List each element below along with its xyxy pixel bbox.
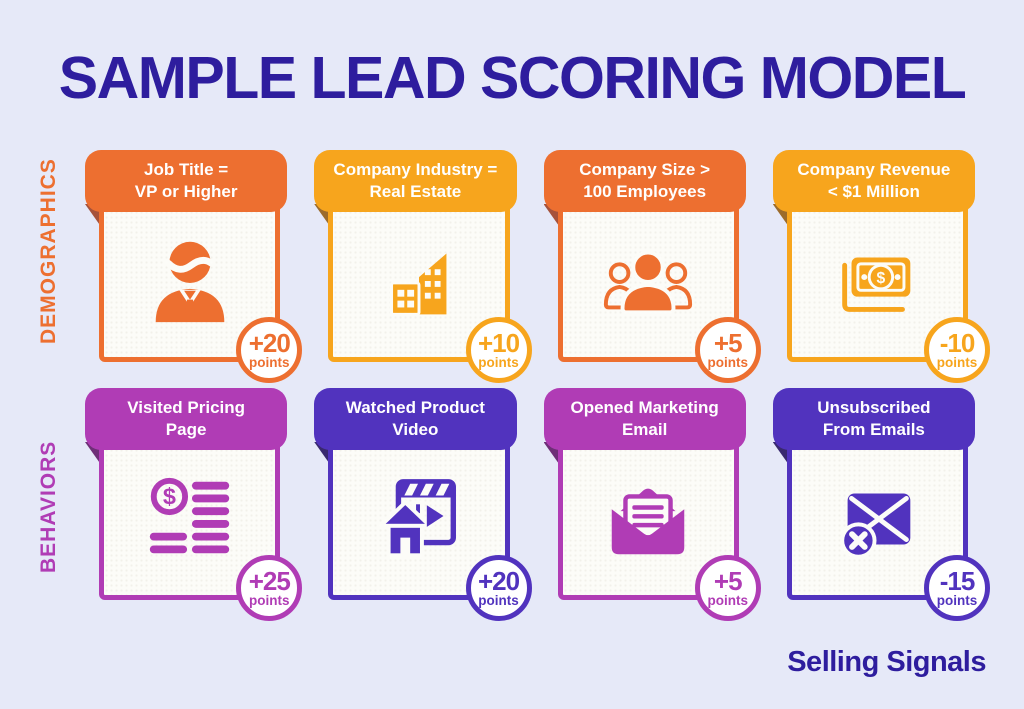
score-value: +25 [248, 565, 291, 596]
card-body [99, 200, 281, 362]
page-title: SAMPLE LEAD SCORING MODEL [58, 45, 967, 111]
card-title: Company Size > 100 Employees [543, 150, 746, 212]
score-badge: +20 points [236, 317, 303, 383]
card-title-line1: Unsubscribed [817, 397, 931, 417]
card-title-line2: Video [392, 420, 439, 439]
score-value: +5 [713, 327, 743, 358]
card-unsubscribed: Unsubscribed From Emails -15 points [772, 388, 990, 621]
card-title-line2: Real Estate [369, 182, 462, 201]
card-title-line2: < $1 Million [827, 182, 920, 201]
points-label: points [478, 354, 519, 370]
row-label-behaviors: BEHAVIORS [37, 440, 60, 574]
score-value: +20 [477, 565, 520, 596]
money-bill-icon: $ [842, 257, 911, 312]
card-title-line1: Company Revenue [797, 159, 951, 179]
points-label: points [249, 592, 290, 608]
card-watched-video: Watched Product Video +20 points [314, 388, 532, 621]
score-value: -10 [939, 327, 976, 358]
card-opened-email: Opened Marketing Email +5 points [543, 388, 761, 621]
score-value: +10 [477, 327, 520, 358]
brand-logo: Selling Signals [787, 646, 986, 678]
card-title: Company Revenue < $1 Million [772, 150, 975, 212]
points-label: points [478, 592, 519, 608]
vp-person-icon [155, 241, 224, 323]
card-title: Visited Pricing Page [85, 388, 288, 450]
card-title: Job Title = VP or Higher [85, 150, 288, 212]
building-icon [389, 253, 447, 316]
card-title-line2: From Emails [822, 420, 925, 439]
card-body [557, 438, 739, 600]
points-label: points [707, 354, 749, 370]
card-company-size: Company Size > 100 Employees +5 points [543, 150, 761, 383]
score-badge: -10 points [924, 317, 990, 383]
card-job-title: Job Title = VP or Higher +20 points [85, 150, 303, 383]
open-email-icon [611, 488, 685, 555]
card-title: Company Industry = Real Estate [314, 150, 517, 212]
card-title-line1: Watched Product [345, 397, 485, 417]
points-label: points [936, 592, 978, 608]
card-title-line2: VP or Higher [134, 182, 238, 201]
demographics-row: Job Title = VP or Higher +20 points [85, 150, 990, 383]
product-video-icon [375, 479, 456, 558]
svg-text:$: $ [162, 483, 175, 509]
points-label: points [249, 354, 290, 370]
behaviors-row: $ Visited Pricing Page [85, 388, 990, 621]
card-title-line1: Job Title = [144, 159, 229, 179]
score-badge: +25 points [236, 555, 303, 621]
card-title-line2: Email [621, 420, 668, 439]
score-badge: +20 points [465, 555, 532, 621]
score-value: +20 [248, 327, 291, 358]
score-value: -15 [939, 565, 976, 596]
score-badge: -15 points [924, 555, 990, 621]
score-badge: +10 points [465, 317, 532, 383]
score-badge: +5 points [694, 317, 761, 383]
card-title-line1: Company Size > [579, 159, 711, 179]
unsubscribe-email-icon [840, 493, 911, 559]
card-title-line1: Visited Pricing [127, 397, 246, 417]
card-body: $ [786, 200, 968, 362]
card-company-industry: Company Industry = Real Estate +10 point… [314, 150, 532, 383]
points-label: points [936, 354, 978, 370]
card-title-line2: 100 Employees [583, 182, 707, 201]
card-title: Unsubscribed From Emails [772, 388, 975, 450]
svg-text:$: $ [877, 270, 886, 287]
card-title-line1: Opened Marketing [570, 397, 719, 417]
score-badge: +5 points [694, 555, 761, 621]
card-title: Watched Product Video [314, 388, 517, 450]
card-company-revenue: $ Company Revenue < $1 Million -10 point… [772, 150, 990, 383]
points-label: points [707, 592, 749, 608]
pricing-list-icon: $ [149, 477, 229, 554]
people-group-icon [604, 250, 693, 315]
row-label-demographics: DEMOGRAPHICS [37, 158, 60, 344]
card-title: Opened Marketing Email [543, 388, 746, 450]
card-visited-pricing: $ Visited Pricing Page [85, 388, 303, 621]
score-value: +5 [713, 565, 743, 596]
card-title-line2: Page [165, 420, 207, 439]
card-title-line1: Company Industry = [333, 159, 498, 179]
